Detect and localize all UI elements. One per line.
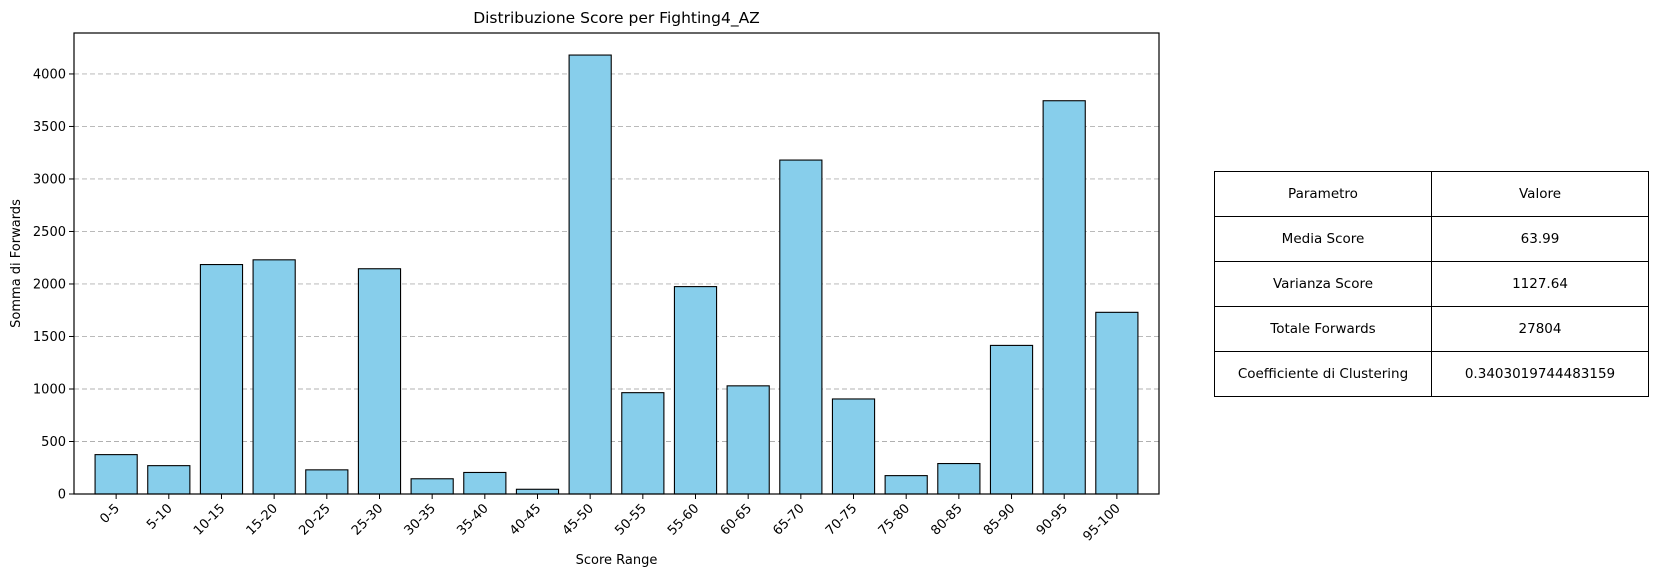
x-tick-label: 20-25 <box>296 501 333 538</box>
y-tick-label: 3500 <box>33 120 66 135</box>
x-tick-label: 40-45 <box>507 501 544 538</box>
table-cell-param: Totale Forwards <box>1214 306 1432 352</box>
x-tick-label: 15-20 <box>244 501 281 538</box>
bar-90-95 <box>1042 100 1086 495</box>
bar-45-50 <box>568 54 612 495</box>
table-row: Media Score 63.99 <box>1214 216 1649 262</box>
table-row: Varianza Score 1127.64 <box>1214 261 1649 307</box>
x-tick-label: 50-55 <box>612 501 649 538</box>
table-cell-value: 1127.64 <box>1431 261 1649 307</box>
table-cell-param: Varianza Score <box>1214 261 1432 307</box>
x-tick-label: 65-70 <box>770 501 807 538</box>
table-row: Coefficiente di Clustering 0.34030197444… <box>1214 351 1649 397</box>
table-cell-param: Media Score <box>1214 216 1432 262</box>
bar-55-60 <box>673 286 718 495</box>
bar-95-100 <box>1095 311 1139 495</box>
bar-60-65 <box>726 385 770 495</box>
table-row: Totale Forwards 27804 <box>1214 306 1649 352</box>
bar-85-90 <box>989 344 1034 495</box>
bar-50-55 <box>621 392 665 495</box>
y-tick-label: 500 <box>41 435 66 450</box>
bar-5-10 <box>147 465 191 495</box>
x-tick-label: 70-75 <box>823 501 860 538</box>
x-tick-label: 5-10 <box>144 501 175 532</box>
table-cell-value: 0.3403019744483159 <box>1431 351 1649 397</box>
x-tick-label: 95-100 <box>1081 501 1124 544</box>
table-header-row: Parametro Valore <box>1214 171 1649 217</box>
bar-10-15 <box>199 264 244 495</box>
y-tick-label: 3000 <box>33 172 66 187</box>
bar-25-30 <box>357 268 402 495</box>
x-tick-label: 30-35 <box>402 501 439 538</box>
table-header-cell: Parametro <box>1214 171 1432 217</box>
y-tick-label: 1000 <box>33 382 66 397</box>
bar-35-40 <box>463 471 507 495</box>
y-tick-label: 1500 <box>33 330 66 345</box>
x-tick-label: 80-85 <box>928 501 965 538</box>
bar-0-5 <box>94 454 138 495</box>
bar-70-75 <box>831 398 876 495</box>
x-tick-label: 10-15 <box>191 501 228 538</box>
bar-80-85 <box>937 462 981 495</box>
y-axis: 0 500 1000 1500 2000 2500 3000 3500 4000 <box>33 67 74 503</box>
x-tick-label: 90-95 <box>1034 501 1071 538</box>
x-tick-label: 60-65 <box>718 501 755 538</box>
bars <box>94 54 1139 495</box>
plot-area-frame <box>73 32 1160 495</box>
bar-65-70 <box>779 159 823 495</box>
x-tick-label: 25-30 <box>349 501 386 538</box>
x-axis-label: Score Range <box>576 553 658 568</box>
bar-30-35 <box>410 478 454 495</box>
chart-title: Distribuzione Score per Fighting4_AZ <box>473 9 760 28</box>
x-tick-label: 0-5 <box>97 501 123 527</box>
bar-40-45 <box>515 488 560 495</box>
x-tick-label: 35-40 <box>454 501 491 538</box>
x-tick-label: 45-50 <box>560 501 597 538</box>
table-cell-param: Coefficiente di Clustering <box>1214 351 1432 397</box>
y-tick-label: 4000 <box>33 67 66 82</box>
x-axis: 0-5 5-10 10-15 15-20 20-25 25-30 30-35 35-40 40-… <box>97 494 1124 544</box>
table-cell-value: 63.99 <box>1431 216 1649 262</box>
table-cell-value: 27804 <box>1431 306 1649 352</box>
y-tick-label: 0 <box>58 488 66 503</box>
table-header-cell: Valore <box>1431 171 1649 217</box>
bar-20-25 <box>305 469 349 495</box>
x-tick-label: 85-90 <box>981 501 1018 538</box>
y-tick-label: 2500 <box>33 225 66 240</box>
y-tick-label: 2000 <box>33 277 66 292</box>
bar-15-20 <box>252 259 296 495</box>
stats-table: Parametro Valore Media Score 63.99 Varia… <box>1214 171 1649 397</box>
x-tick-label: 55-60 <box>665 501 702 538</box>
x-tick-label: 75-80 <box>876 501 913 538</box>
y-axis-label: Somma di Forwards <box>9 199 24 328</box>
bar-chart: 0 500 1000 1500 2000 2500 3000 3500 4000 0-5 5-10… <box>9 9 1160 568</box>
bar-75-80 <box>884 475 928 495</box>
